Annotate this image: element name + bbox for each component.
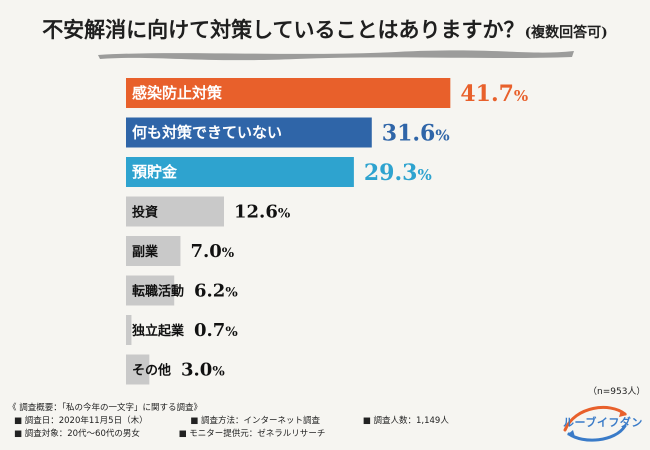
category-label-2: 預貯金 [132, 163, 178, 181]
value-label-3: 12.6% [234, 202, 291, 223]
company-logo-text: ルーブイフダン [563, 416, 643, 429]
bar-5 [126, 275, 175, 306]
survey-date: ■ 調査日：2020年11月5日（木） [14, 416, 148, 426]
category-label-7: その他 [132, 363, 171, 379]
title-main: 不安解消に向けて対策していることはありますか？ [42, 17, 525, 42]
value-label-7: 3.0% [181, 360, 225, 381]
bar-1 [126, 117, 372, 148]
category-label-6: 独立起業 [132, 323, 185, 339]
category-label-0: 感染防止対策 [132, 84, 223, 102]
survey-method: ■ 調査方法：インターネット調査 [190, 416, 321, 426]
survey-target: ■ 調査対象：20代〜60代の男女 [14, 429, 140, 439]
title-sub: (複数回答可) [524, 25, 608, 41]
value-label-4: 7.0% [190, 241, 234, 262]
survey-heading: 《 調査概要：「私の今年の一文字」に関する調査》 [8, 403, 202, 413]
value-label-1: 31.6% [382, 121, 450, 147]
bar-7 [126, 354, 150, 385]
company-logo [563, 405, 627, 442]
title-underline-brush [98, 50, 574, 61]
chart-title: 不安解消に向けて対策していることはありますか？(複数回答可) [0, 14, 650, 44]
bar-0 [126, 78, 451, 108]
category-label-3: 投資 [132, 205, 158, 221]
bar-3 [126, 196, 224, 227]
value-label-2: 29.3% [364, 160, 432, 186]
survey-provider: ■ モニター提供元：ゼネラルリサーチ [178, 429, 326, 439]
bar-6 [126, 315, 132, 345]
survey-count: ■ 調査人数：1,149人 [362, 416, 449, 426]
category-label-5: 転職活動 [132, 284, 184, 300]
category-label-1: 何も対策できていない [132, 124, 282, 142]
bar-4 [126, 236, 181, 266]
sample-size-label: （n=953人） [588, 387, 646, 397]
bar-2 [126, 157, 354, 187]
value-label-6: 0.7% [194, 320, 238, 341]
value-label-0: 41.7% [460, 81, 528, 107]
category-label-4: 副業 [132, 244, 159, 260]
survey-summary: 《 調査概要：「私の今年の一文字」に関する調査》 ■ 調査日：2020年11月5… [8, 402, 449, 441]
value-label-5: 6.2% [194, 281, 238, 302]
